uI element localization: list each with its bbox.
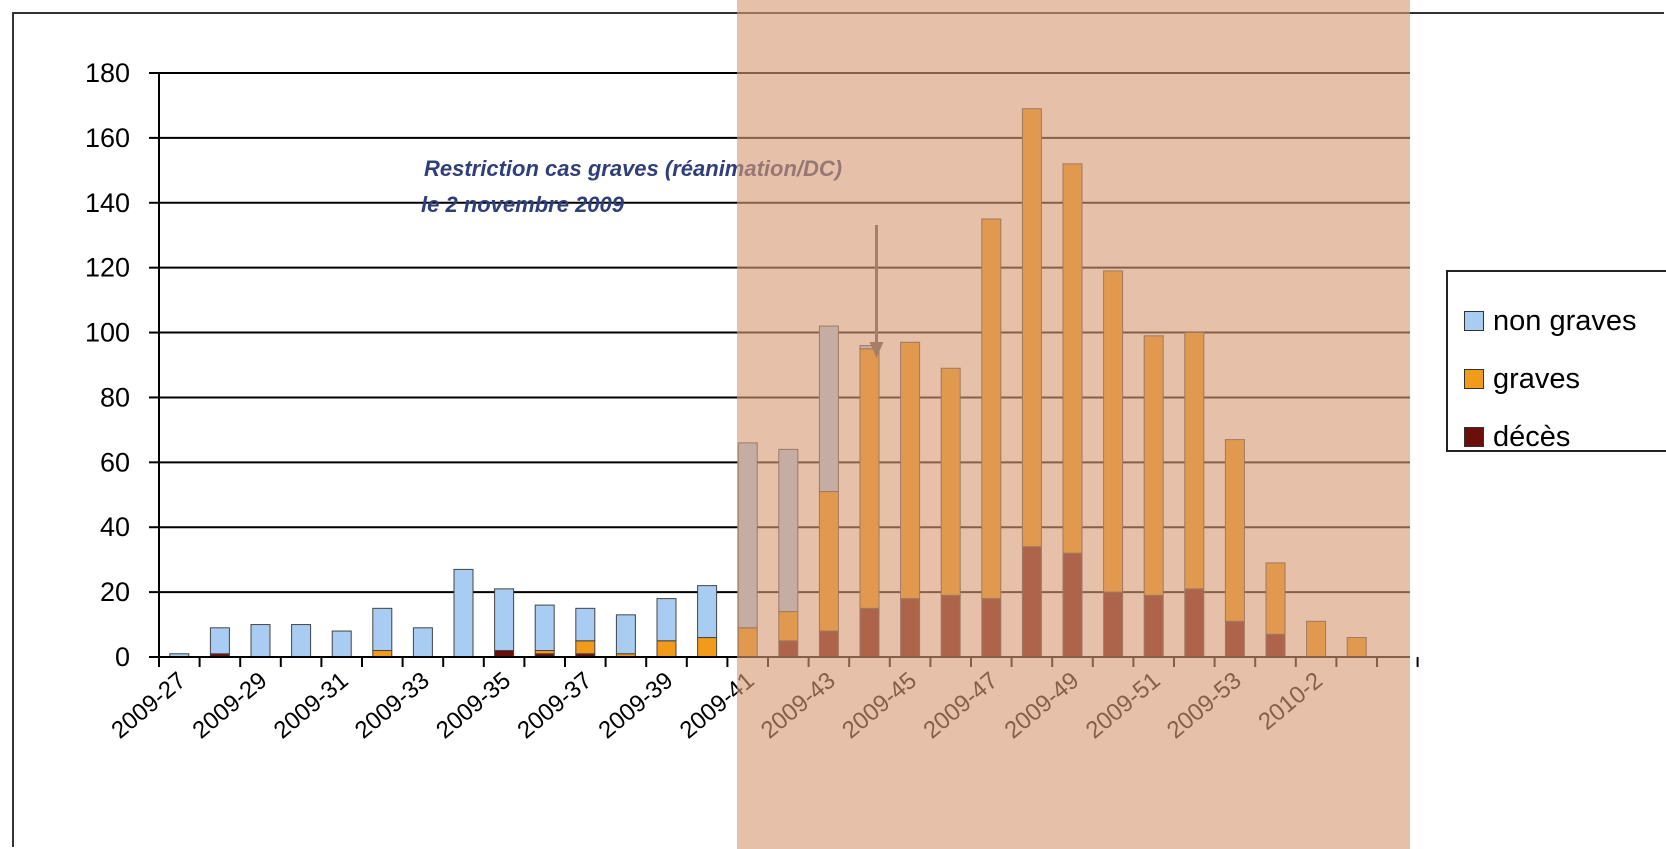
x-tick-label: 2009-33 [350,667,435,744]
bar-non-graves-2009-40 [697,585,718,639]
x-tick-label: 2009-37 [512,667,597,744]
x-tick-label: 2009-35 [431,667,516,744]
bar-non-graves-2009-35 [494,588,515,652]
y-tick-label: 0 [115,642,130,672]
legend-item-graves: graves [1448,350,1666,408]
y-tick-labels: 0 20 40 60 80 100 120 140 160 180 [85,58,130,672]
y-tick-label: 140 [85,188,130,218]
x-tick-label: 2009-27 [106,667,191,744]
x-tick-label: 2009-31 [269,667,354,744]
legend-label-non-graves: non graves [1493,304,1637,337]
bar-non-graves-2009-33 [412,627,433,658]
bar-non-graves-2009-34 [453,568,474,658]
legend: non graves graves décès [1446,270,1666,453]
bar-non-graves-2009-28 [209,627,230,655]
y-tick-label: 180 [85,58,130,88]
bar-non-graves-2009-31 [331,630,352,658]
y-tick-label: 20 [100,577,130,607]
bar-graves-2009-40 [697,637,718,658]
x-tick-label: 2009-39 [594,667,679,744]
bar-graves-2009-37 [575,640,596,655]
highlight-overlay [737,0,1410,849]
y-tick-label: 60 [100,447,130,477]
highlight-overlay-region [737,0,1410,849]
bar-non-graves-2009-38 [615,614,636,655]
legend-item-non-graves: non graves [1448,292,1666,350]
legend-swatch-non-graves [1464,311,1484,331]
x-tick-label: 2009-29 [188,667,273,744]
bar-non-graves-2009-37 [575,607,596,642]
y-tick-label: 80 [100,382,130,412]
bar-non-graves-2009-36 [534,604,555,652]
y-tick-label: 120 [85,253,130,283]
y-tick-label: 40 [100,512,130,542]
y-tick-label: 160 [85,123,130,153]
legend-label-graves: graves [1493,362,1581,395]
legend-item-deces: décès [1448,408,1666,466]
bar-non-graves-2009-32 [372,607,393,652]
bar-non-graves-2009-29 [250,624,271,658]
bar-non-graves-2009-39 [656,598,677,642]
legend-label-deces: décès [1493,420,1571,453]
legend-swatch-graves [1464,369,1484,389]
legend-swatch-deces [1464,427,1484,447]
bar-graves-2009-39 [656,640,677,658]
annotation-line-2: le 2 novembre 2009 [421,192,625,217]
y-tick-label: 100 [85,318,130,348]
bar-non-graves-2009-30 [291,624,312,658]
